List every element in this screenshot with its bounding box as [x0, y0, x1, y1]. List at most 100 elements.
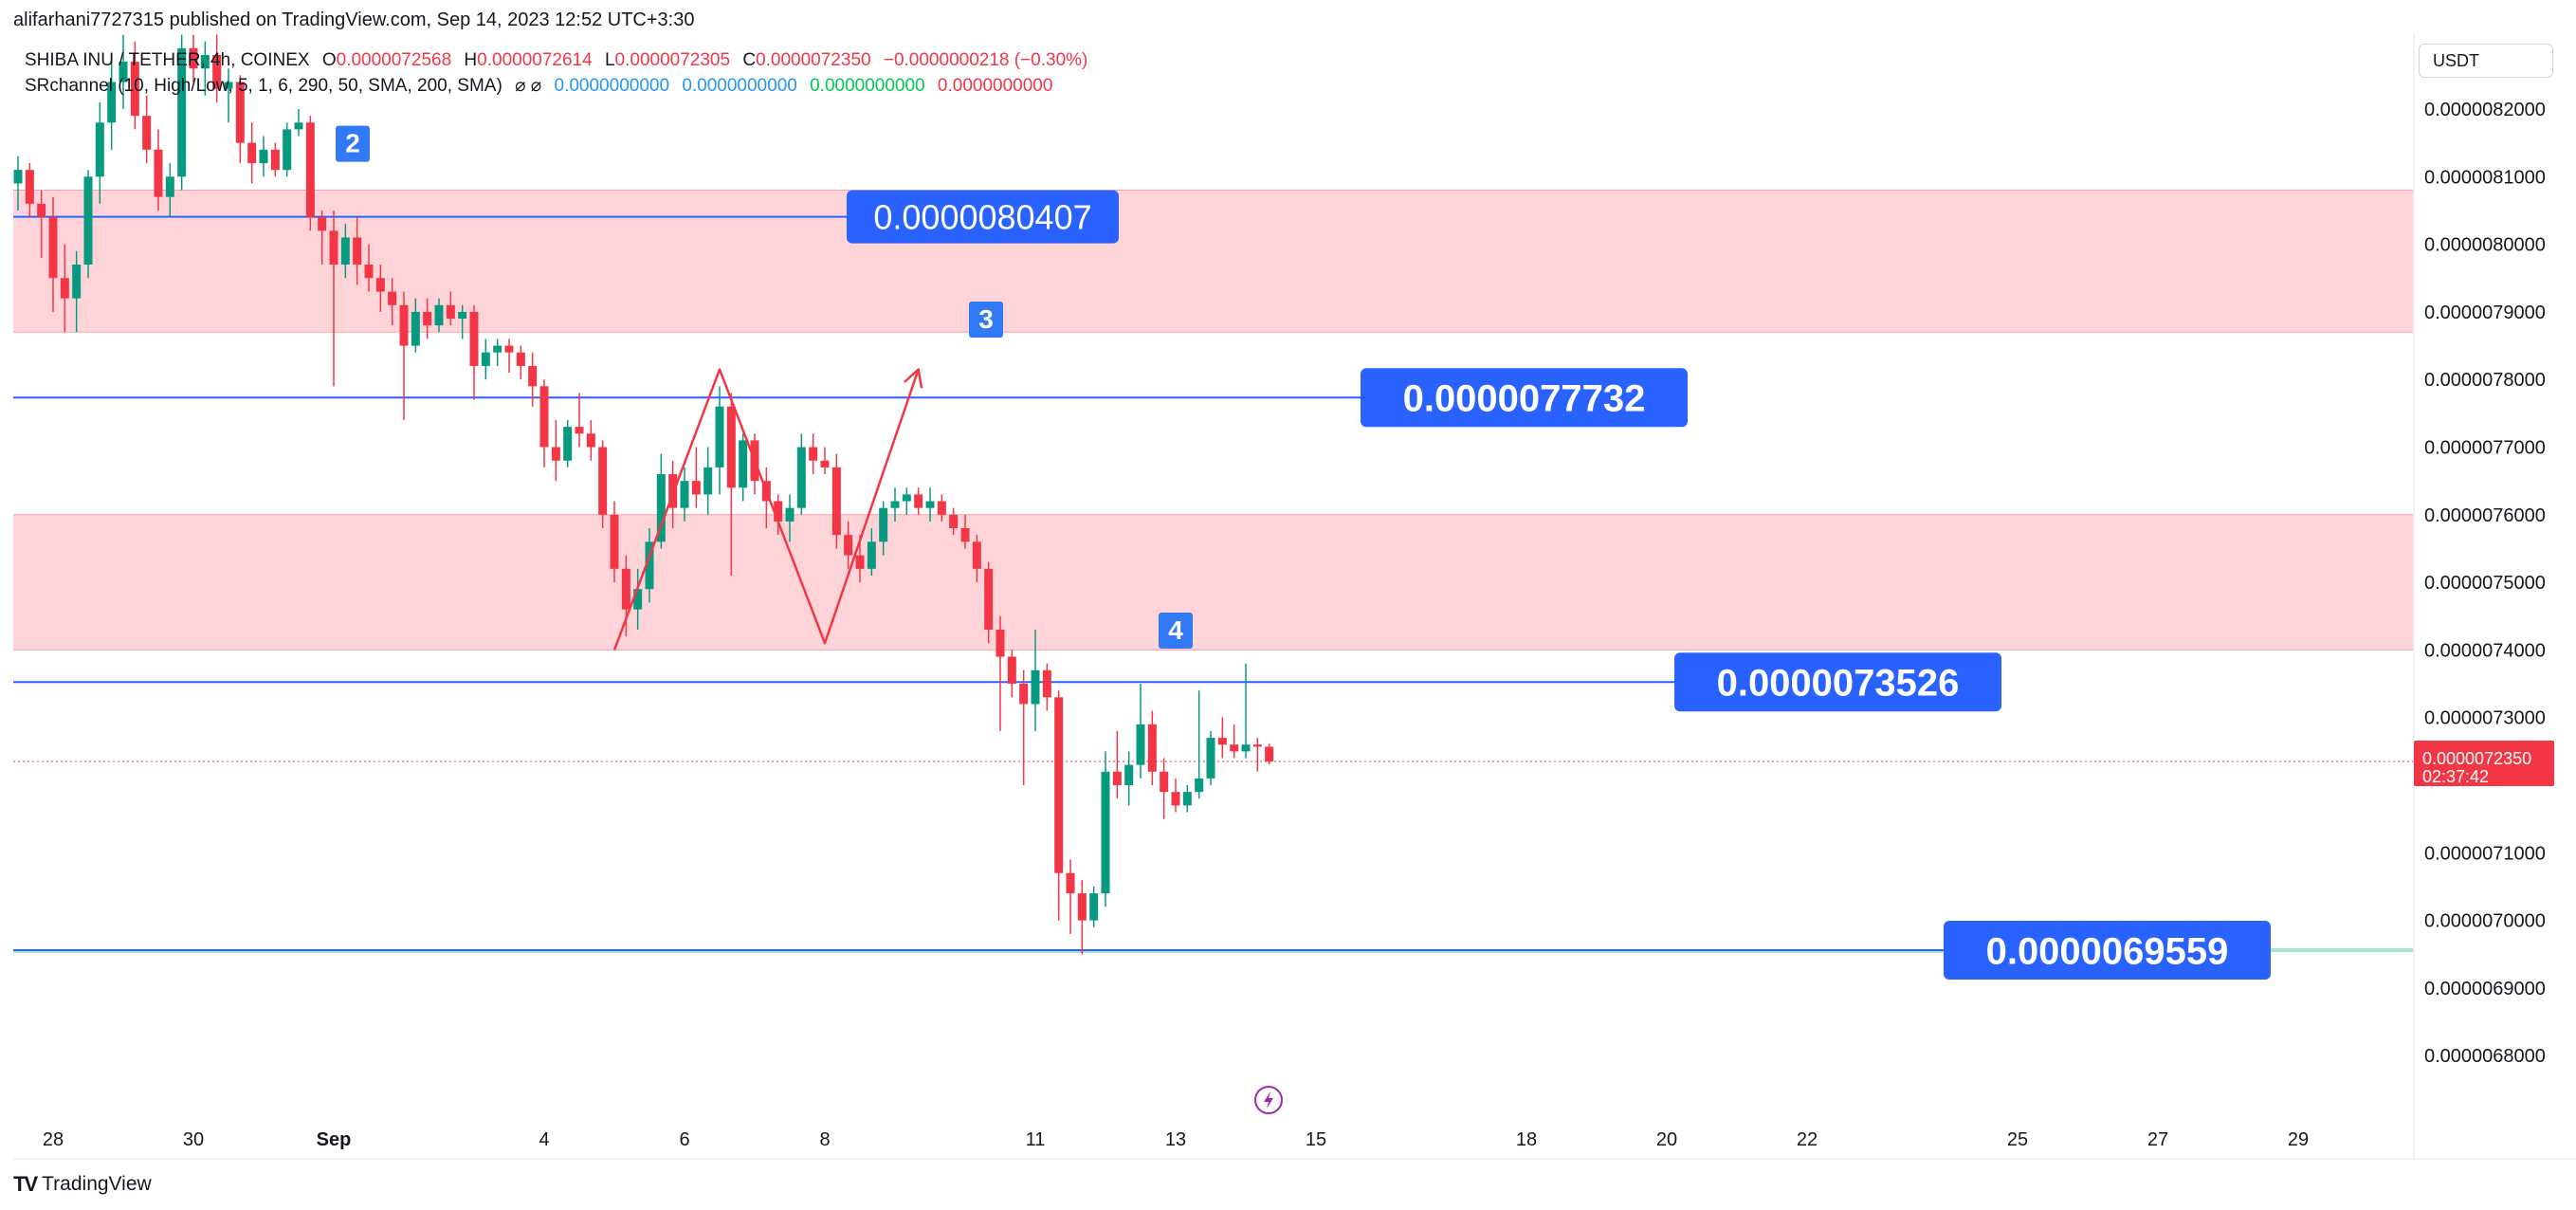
- indicator-settings-icons[interactable]: ⌀ ⌀: [515, 76, 542, 96]
- candle-down: [235, 82, 245, 143]
- y-tick-label: 0.0000079000: [2424, 302, 2546, 323]
- candle-down: [1019, 684, 1029, 705]
- candle-down: [621, 568, 630, 610]
- candle-up: [703, 467, 713, 495]
- indicator-value-3: 0.0000000000: [810, 76, 925, 96]
- tradingview-logo[interactable]: TV TradingView: [13, 1172, 152, 1197]
- tradingview-logo-icon: TV: [13, 1172, 38, 1196]
- candle-up: [481, 352, 490, 366]
- y-tick-label: 0.0000081000: [2424, 167, 2546, 188]
- candle-down: [446, 304, 455, 320]
- level-label-text: 0.0000073526: [1717, 663, 1960, 705]
- candle-down: [691, 481, 701, 495]
- candle-up: [1182, 792, 1192, 806]
- candle-up: [493, 345, 502, 353]
- candle-up: [879, 507, 888, 542]
- candle-up: [925, 501, 935, 508]
- candle-down: [820, 460, 830, 468]
- candle-up: [902, 494, 911, 502]
- candle-up: [796, 447, 806, 508]
- x-tick-label: 8: [819, 1129, 830, 1150]
- sr-zone: [13, 190, 2413, 333]
- candle-up: [458, 311, 467, 320]
- symbol-legend[interactable]: SHIBA INU / TETHER, 4h, COINEX O0.000007…: [25, 50, 1087, 71]
- candle-up: [1195, 778, 1204, 793]
- zigzag-annotation: [612, 368, 923, 651]
- level-label-box: [847, 190, 1119, 244]
- candle-down: [37, 203, 46, 218]
- candle-up: [283, 129, 292, 171]
- sr-zone: [13, 514, 2413, 651]
- candle-down: [996, 630, 1005, 657]
- ohlc-low: L0.0000072305: [604, 50, 731, 70]
- x-tick-label: 6: [679, 1129, 689, 1150]
- time-axis[interactable]: 28 30 Sep 4 6 8 11 13 15 18 20 22 25 27 29: [43, 1129, 2309, 1150]
- candle-up: [177, 47, 187, 177]
- last-price-value: 0.0000072350: [2422, 749, 2531, 768]
- candle-up: [645, 541, 654, 590]
- candle-down: [504, 345, 514, 353]
- indicator-value-2: 0.0000000000: [682, 76, 797, 96]
- y-tick-label: 0.0000069000: [2424, 979, 2546, 999]
- candle-down: [831, 467, 841, 536]
- zigzag-path: [612, 368, 920, 651]
- candle-down: [318, 217, 327, 231]
- ohlc-high: H0.0000072614: [464, 50, 593, 70]
- candle-up: [72, 264, 82, 299]
- x-tick-label: 11: [1026, 1129, 1046, 1150]
- candle-down: [142, 116, 152, 150]
- badge-box: [336, 125, 370, 162]
- indicator-legend[interactable]: SRchannel (10, High/Low, 5, 1, 6, 290, 5…: [25, 75, 1052, 97]
- candle-down: [60, 278, 69, 299]
- x-tick-label: 18: [1516, 1129, 1537, 1150]
- indicator-value-4: 0.0000000000: [937, 76, 1053, 96]
- x-tick-label: 30: [183, 1129, 204, 1150]
- candle-down: [1066, 872, 1075, 894]
- indicator-name: SRchannel (10, High/Low, 5, 1, 6, 290, 5…: [25, 76, 502, 96]
- y-tick-label: 0.0000075000: [2424, 573, 2546, 594]
- badge-number: 3: [978, 304, 994, 334]
- candle-up: [680, 481, 689, 508]
- candle-down: [539, 386, 549, 448]
- badge-box: [1159, 613, 1193, 650]
- candle-up: [434, 304, 444, 326]
- y-tick-label: 0.0000078000: [2424, 370, 2546, 391]
- candle-down: [399, 304, 409, 346]
- candle-down: [270, 149, 280, 171]
- candle-down: [575, 427, 584, 434]
- x-tick-label: 13: [1165, 1129, 1186, 1150]
- y-tick-label: 0.0000080000: [2424, 235, 2546, 256]
- candle-up: [83, 176, 93, 265]
- candle-down: [48, 217, 58, 279]
- candle-down: [960, 528, 970, 542]
- candle-down: [154, 149, 163, 197]
- sr-levels: [13, 215, 2413, 954]
- y-tick-label: 0.0000070000: [2424, 911, 2546, 932]
- candle-down: [25, 170, 34, 204]
- badges: 2 3 4: [336, 125, 1193, 650]
- candle-down: [189, 47, 198, 69]
- candle-down: [329, 230, 338, 265]
- tradingview-logo-text: TradingView: [42, 1173, 152, 1195]
- x-tick-label: 15: [1306, 1129, 1326, 1150]
- level-label-box: [1361, 368, 1688, 428]
- last-price-countdown: 02:37:42: [2422, 767, 2489, 786]
- symbol-name: SHIBA INU / TETHER, 4h, COINEX: [25, 50, 310, 70]
- currency-selector[interactable]: USDT: [2419, 44, 2553, 78]
- lightning-icon[interactable]: [1254, 1086, 1283, 1114]
- level-label-text: 0.0000080407: [873, 198, 1091, 237]
- candle-down: [353, 237, 362, 265]
- candle-up: [107, 82, 117, 123]
- candle-down: [423, 311, 432, 326]
- candle-down: [364, 264, 374, 279]
- y-tick-label: 0.0000068000: [2424, 1046, 2546, 1067]
- indicator-value-1: 0.0000000000: [554, 76, 670, 96]
- candle-down: [844, 535, 853, 556]
- candle-down: [247, 142, 257, 164]
- price-axis[interactable]: 0.0000082000 0.0000081000 0.0000080000 0.00…: [2424, 100, 2546, 1067]
- candle-down: [469, 311, 479, 366]
- x-tick-label: 28: [43, 1129, 64, 1150]
- x-tick-label: Sep: [317, 1129, 352, 1150]
- candle-down: [598, 447, 608, 515]
